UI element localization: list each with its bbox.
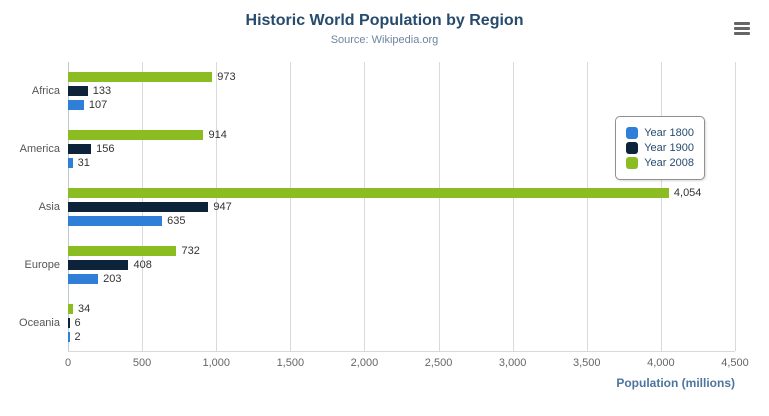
category-label: Asia xyxy=(38,201,60,213)
x-tick-label: 2,000 xyxy=(350,357,379,369)
gridline xyxy=(290,62,292,351)
data-label: 732 xyxy=(181,245,200,257)
bar-year-2008[interactable] xyxy=(68,304,74,314)
bar-year-2008[interactable] xyxy=(68,188,669,198)
x-tick-label: 500 xyxy=(132,357,152,369)
x-tick-label: 1,000 xyxy=(202,357,230,369)
data-label: 133 xyxy=(92,85,112,97)
gridline xyxy=(364,62,366,351)
bar-year-2008[interactable] xyxy=(68,246,177,256)
data-label: 947 xyxy=(213,201,232,213)
category-label: America xyxy=(19,143,60,155)
data-label: 4,054 xyxy=(673,187,702,199)
data-label: 107 xyxy=(88,99,108,111)
data-label: 156 xyxy=(96,143,115,155)
x-axis-title: Population (millions) xyxy=(616,376,735,390)
bar-year-1800[interactable] xyxy=(68,158,73,168)
gridline xyxy=(586,62,588,351)
plot-area: 0 500 1,000 1,500 2,000 2,500 3,000 3,500 4,000 4… xyxy=(19,62,749,369)
bar-year-2008[interactable] xyxy=(68,130,204,140)
legend-label: Year 1800 xyxy=(644,127,694,139)
data-label: 635 xyxy=(167,215,186,227)
bar-year-1800[interactable] xyxy=(68,100,84,110)
hamburger-line xyxy=(734,22,750,25)
legend-item[interactable]: Year 2008 xyxy=(626,157,694,169)
bar-year-1800[interactable] xyxy=(68,216,163,226)
bar-year-1800[interactable] xyxy=(68,332,70,342)
legend-symbol xyxy=(626,157,639,169)
data-label: 914 xyxy=(208,129,227,141)
data-label: 2 xyxy=(74,331,81,343)
bar-year-1800[interactable] xyxy=(68,274,99,284)
legend-symbol xyxy=(626,142,639,154)
x-tick-label: 3,500 xyxy=(573,357,601,369)
bar-year-1900[interactable] xyxy=(68,318,70,328)
category-label: Oceania xyxy=(19,317,60,329)
bar-year-1900[interactable] xyxy=(68,86,88,96)
data-label: 31 xyxy=(77,157,90,169)
legend: Year 1800 Year 1900 Year 2008 xyxy=(615,116,705,180)
hamburger-line xyxy=(734,27,750,30)
category-label: Africa xyxy=(31,85,60,97)
x-tick-label: 0 xyxy=(64,357,72,369)
x-tick-label: 2,500 xyxy=(424,357,453,369)
chart-title: Historic World Population by Region xyxy=(245,12,524,29)
category-label: Europe xyxy=(24,259,60,271)
x-tick-label: 3,000 xyxy=(498,357,527,369)
legend-label: Year 2008 xyxy=(644,157,694,169)
data-label: 973 xyxy=(217,71,236,83)
legend-symbol xyxy=(626,127,639,139)
x-tick-label: 1,500 xyxy=(276,357,305,369)
data-label: 203 xyxy=(103,273,122,285)
data-label: 6 xyxy=(74,317,81,329)
legend-item[interactable]: Year 1800 xyxy=(626,127,694,139)
chart-subtitle: Source: Wikipedia.org xyxy=(330,34,439,46)
x-tick-label: 4,000 xyxy=(647,357,675,369)
legend-item[interactable]: Year 1900 xyxy=(626,142,694,154)
gridline xyxy=(735,62,736,351)
data-label: 34 xyxy=(78,303,91,315)
gridline xyxy=(512,62,514,351)
data-label: 408 xyxy=(133,259,152,271)
hamburger-menu-icon[interactable] xyxy=(731,18,753,38)
gridline xyxy=(660,62,662,351)
bar-year-1900[interactable] xyxy=(68,260,129,270)
hamburger-line xyxy=(734,32,750,35)
bar-year-1900[interactable] xyxy=(68,144,92,154)
legend-label: Year 1900 xyxy=(644,142,694,154)
bar-year-2008[interactable] xyxy=(68,72,213,82)
x-tick-label: 4,500 xyxy=(721,357,749,369)
gridline xyxy=(438,62,440,351)
gridline xyxy=(216,62,218,351)
bar-year-1900[interactable] xyxy=(68,202,209,212)
